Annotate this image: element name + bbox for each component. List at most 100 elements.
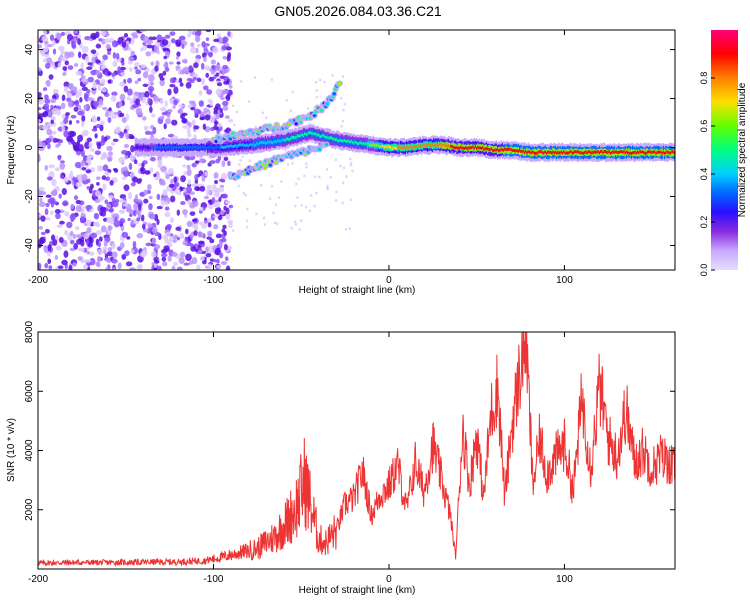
- spectrogram-ridge-cell: [603, 150, 606, 153]
- spectrogram-noise-cell: [86, 89, 91, 94]
- spectrogram-ridge-cell: [559, 151, 561, 155]
- spectrogram-noise-cell: [50, 104, 54, 111]
- spectrogram-ridge-cell: [200, 145, 203, 149]
- spectrogram-noise-cell: [313, 204, 316, 208]
- spectrogram-noise-cell: [213, 110, 218, 115]
- spectrogram-ridge-cell: [673, 151, 675, 155]
- spectrogram-ridge-cell: [299, 134, 301, 138]
- snr-xtick-label: -100: [203, 574, 223, 585]
- spectrogram-noise-cell: [69, 213, 76, 221]
- spectrogram-noise-cell: [300, 219, 303, 223]
- spectrogram-ridge-cell: [659, 151, 661, 154]
- spectrogram-noise-cell: [318, 78, 322, 82]
- spectrogram-noise-cell: [69, 170, 74, 177]
- colorbar-tick-label: 0.2: [699, 216, 709, 229]
- figure-title: GN05.2026.084.03.36.C21: [274, 3, 442, 19]
- spectrogram-noise-cell: [246, 207, 249, 211]
- spectrogram-noise-cell: [182, 209, 188, 215]
- spectrogram-noise-cell: [95, 69, 101, 76]
- spectrogram-ridge-cell: [609, 151, 612, 155]
- spectrogram-noise-cell: [89, 251, 95, 256]
- spectrogram-noise-cell: [196, 43, 201, 48]
- spectrogram-noise-cell: [189, 211, 196, 216]
- spectrogram-ridge-cell: [319, 131, 322, 139]
- spectrogram-noise-cell: [151, 113, 156, 118]
- spectrogram-noise-cell: [65, 112, 70, 116]
- spectrogram-noise-cell: [85, 219, 92, 227]
- snr-series-line: [38, 332, 675, 567]
- spectrogram-ridge-cell: [628, 151, 630, 155]
- spectrogram-noise-cell: [48, 265, 53, 270]
- spectrogram-ridge-cell: [591, 150, 593, 154]
- spectrogram-ridge-cell: [382, 145, 385, 149]
- spectrogram-noise-cell: [215, 103, 221, 110]
- spectrogram-ridge-cell: [409, 145, 412, 149]
- spectrogram-ridge-cell: [534, 151, 537, 155]
- spectrogram-noise-cell: [129, 154, 135, 161]
- spectrogram-noise-cell: [340, 124, 343, 128]
- spectrogram-noise-cell: [123, 166, 128, 172]
- spectrogram-noise-cell: [188, 100, 196, 105]
- spectrogram-ridge-cell: [317, 132, 319, 136]
- spectrogram-noise-cell: [78, 144, 84, 152]
- colorbar-tick-label: 0.0: [699, 264, 709, 277]
- spectrogram-ridge-cell: [176, 146, 178, 150]
- spectrogram-ridge-cell: [167, 145, 170, 149]
- spectrogram-ridge-cell: [649, 150, 651, 154]
- spectrogram-noise-cell: [295, 182, 298, 186]
- spectrogram-noise-cell: [160, 106, 167, 112]
- spectrogram-noise-cell: [270, 184, 274, 188]
- spectrogram-ridge-cell: [319, 135, 322, 139]
- spectrogram-ridge-cell: [329, 136, 332, 140]
- spectrogram-ridge-cell: [343, 139, 345, 143]
- spectrogram-noise-cell: [186, 127, 191, 135]
- spectrogram-noise-cell: [202, 123, 207, 130]
- spectrogram-noise-cell: [60, 56, 67, 62]
- spectrogram-noise-cell: [54, 255, 59, 260]
- spectrogram-noise-cell: [81, 45, 89, 53]
- spectrogram-ridge-cell: [208, 146, 210, 149]
- spectrogram-noise-cell: [50, 116, 56, 121]
- spectrogram-noise-cell: [127, 77, 133, 84]
- spectrogram-noise-cell: [129, 267, 136, 270]
- spectrogram-noise-cell: [102, 164, 109, 172]
- spectrogram-noise-cell: [220, 186, 224, 193]
- spectrogram-ridge-cell: [398, 145, 401, 149]
- spectrogram-noise-cell: [208, 160, 216, 164]
- spectrogram-ridge-cell: [458, 146, 461, 150]
- spectrogram-noise-cell: [50, 119, 54, 124]
- spectrogram-noise-cell: [205, 246, 209, 253]
- spectrogram-noise-cell: [39, 201, 46, 208]
- spectrogram-ridge-cell: [586, 151, 588, 155]
- spectrogram-ridge-cell: [539, 150, 542, 154]
- spectrogram-noise-cell: [50, 98, 56, 104]
- spectrogram-noise-cell: [91, 56, 96, 65]
- spectrogram-noise-cell: [77, 256, 83, 261]
- spectrogram-noise-cell: [185, 81, 192, 89]
- spectrogram-noise-cell: [111, 243, 116, 250]
- spectrogram-noise-cell: [80, 75, 86, 79]
- spectrogram-ridge-cell: [484, 147, 487, 151]
- spectrogram-ridge-cell: [526, 151, 528, 155]
- spectrogram-noise-cell: [73, 30, 79, 35]
- spectrogram-noise-cell: [100, 30, 107, 37]
- spectrogram-noise-cell: [214, 179, 219, 185]
- spectrogram-ridge-cell: [460, 145, 462, 149]
- spectrogram-ridge-cell: [249, 142, 252, 146]
- spectrogram-noise-cell: [152, 95, 159, 102]
- spectrogram-ridge-cell: [183, 146, 186, 150]
- spectrogram-noise-cell: [61, 94, 66, 102]
- spectrogram-noise-cell: [125, 113, 129, 121]
- spectrogram-ridge-cell: [378, 145, 381, 149]
- spectrogram-ridge-cell: [499, 148, 501, 152]
- spectrogram-ridge-cell: [488, 147, 490, 151]
- spectrogram-noise-cell: [122, 205, 126, 210]
- spectrogram-noise-cell: [113, 168, 119, 173]
- spectrogram-ridge-cell: [671, 149, 673, 157]
- spectrogram-noise-cell: [175, 56, 180, 60]
- spectrogram-ridge-cell: [639, 150, 641, 154]
- spectrogram-noise-cell: [118, 100, 123, 108]
- spectrogram-noise-cell: [248, 159, 252, 162]
- spectrogram-noise-cell: [223, 80, 230, 85]
- spectrogram-noise-cell: [57, 265, 64, 270]
